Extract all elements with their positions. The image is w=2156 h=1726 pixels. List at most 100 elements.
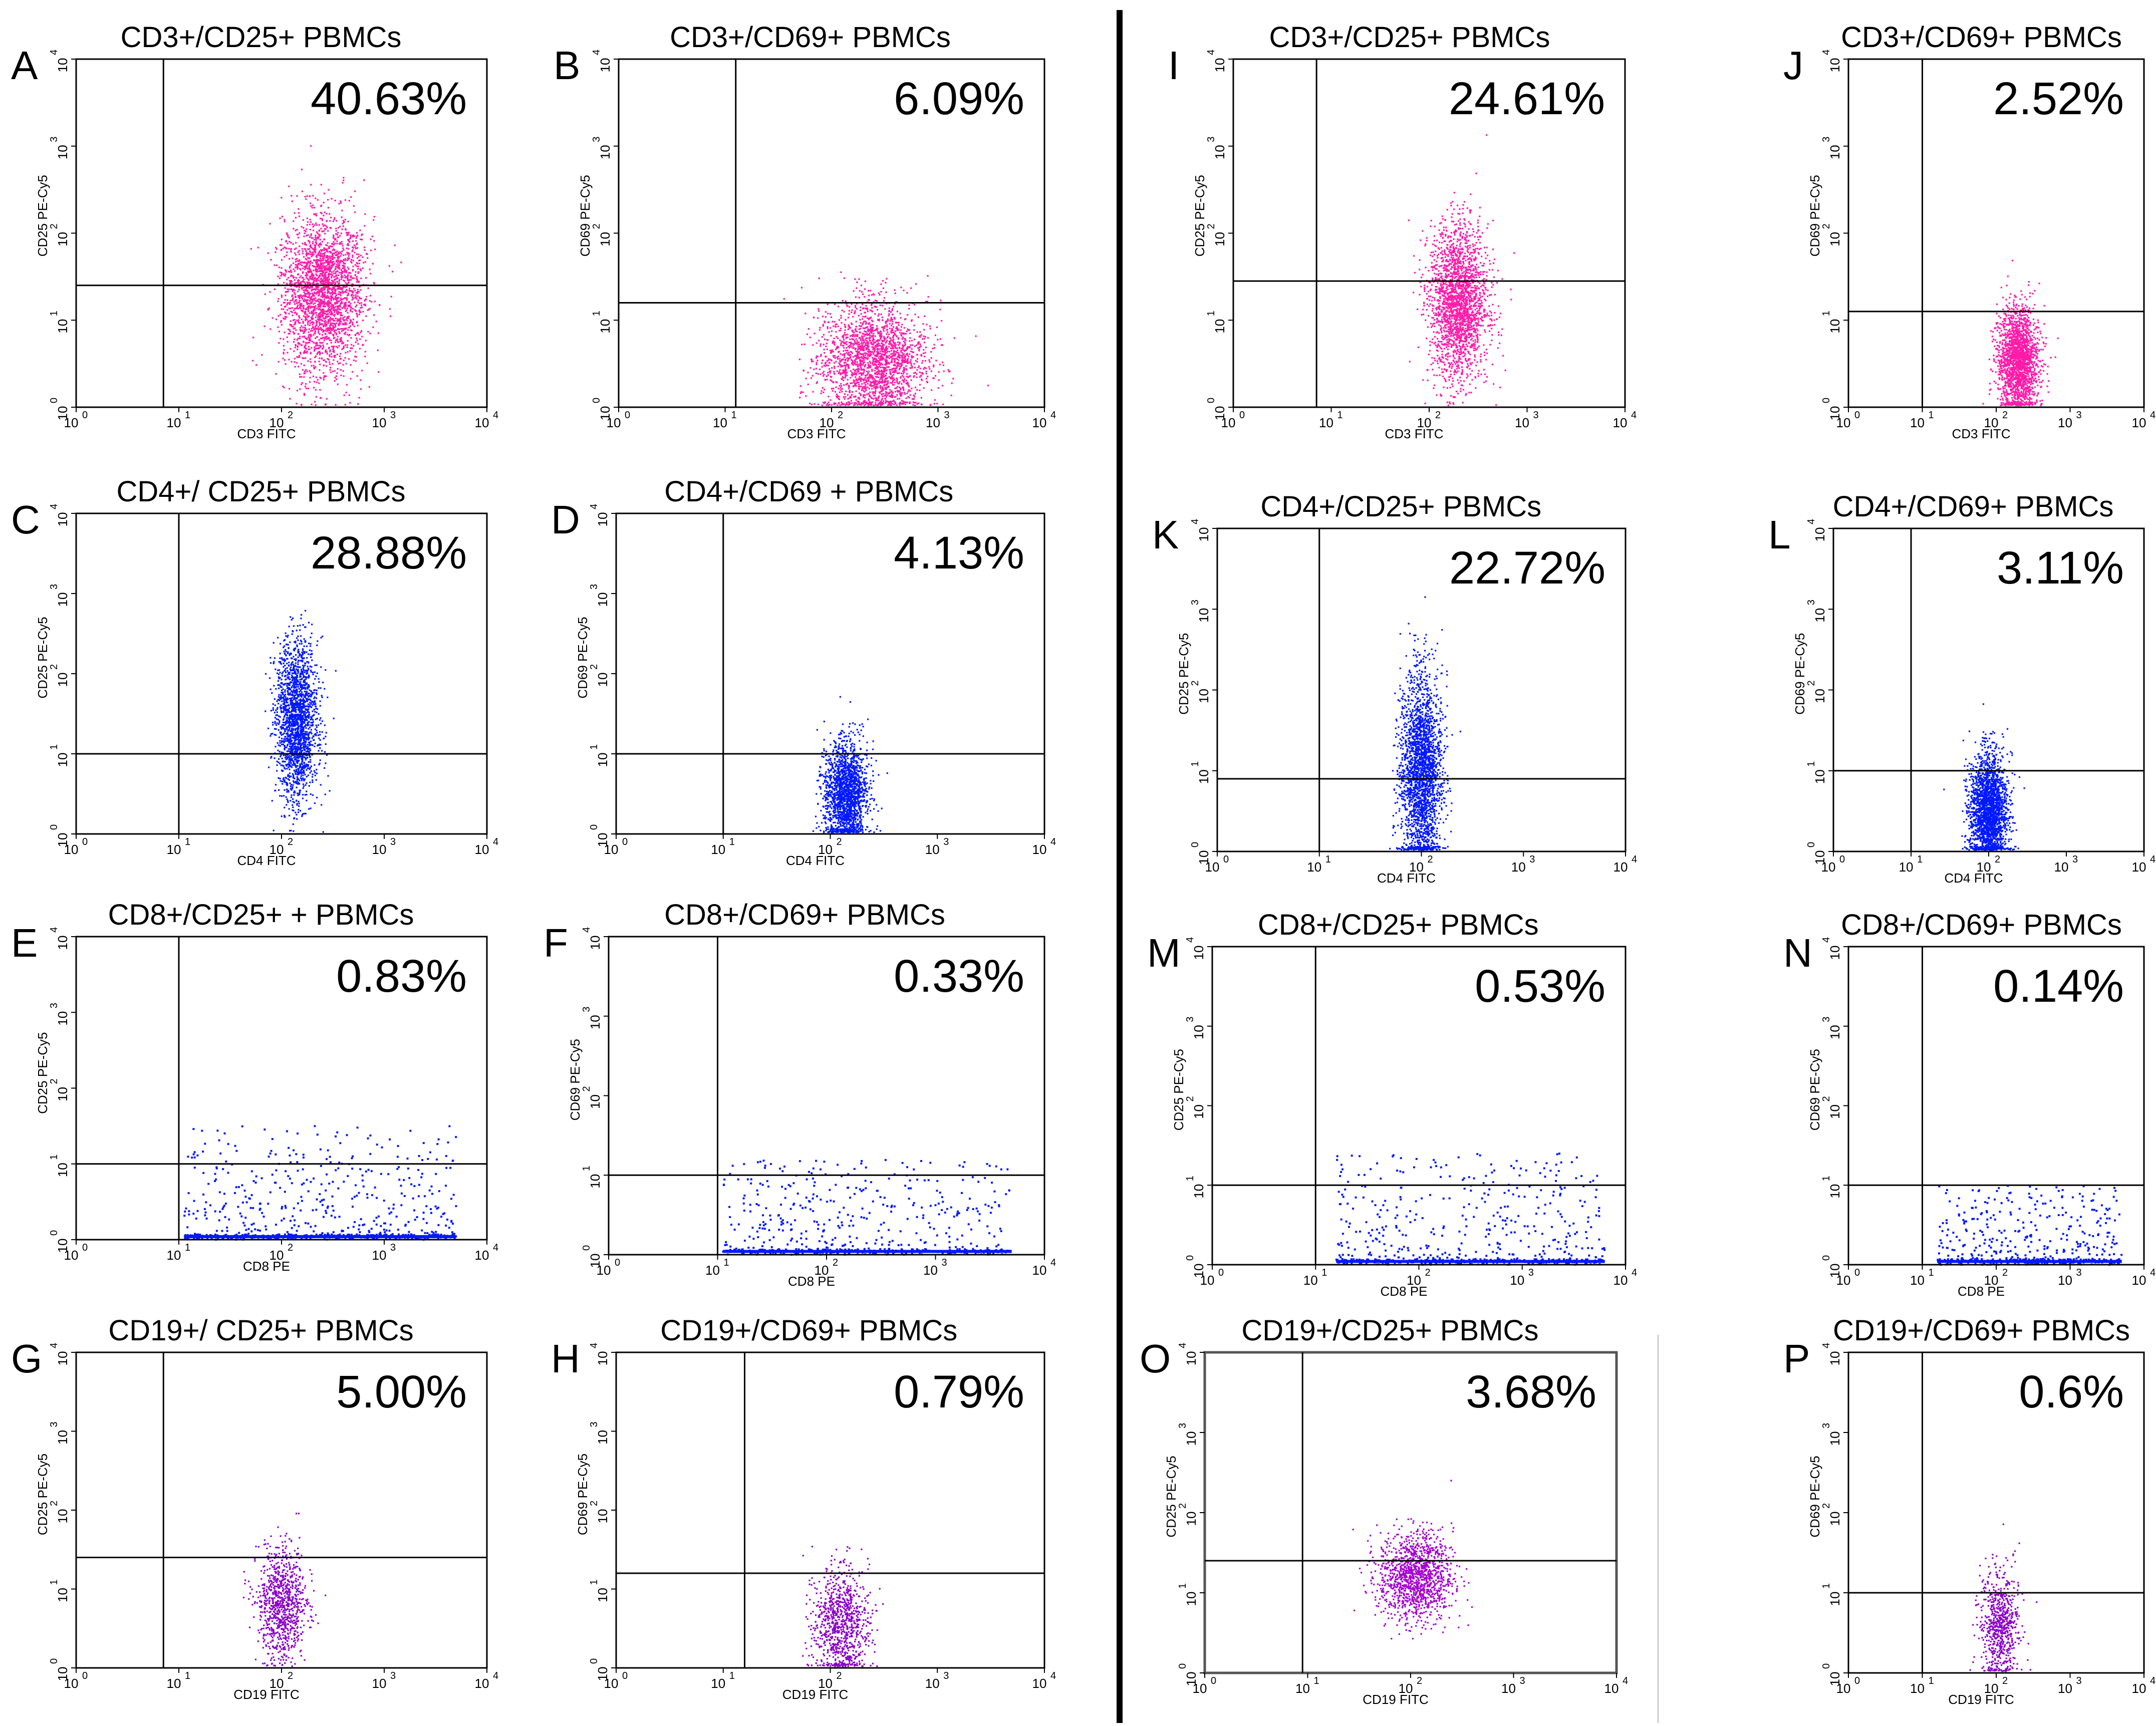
data-point bbox=[320, 287, 322, 290]
data-point bbox=[373, 314, 375, 316]
data-point bbox=[320, 260, 322, 262]
data-point bbox=[894, 293, 896, 295]
data-point bbox=[313, 387, 315, 389]
data-point bbox=[292, 291, 294, 293]
data-point bbox=[869, 309, 871, 311]
data-point bbox=[892, 371, 894, 373]
data-point bbox=[893, 377, 895, 379]
data-point bbox=[326, 265, 328, 267]
data-point bbox=[876, 300, 878, 302]
data-point bbox=[873, 330, 875, 332]
data-point bbox=[869, 365, 871, 367]
data-point bbox=[323, 295, 325, 297]
data-point bbox=[854, 329, 856, 331]
data-point bbox=[301, 404, 303, 406]
data-point bbox=[888, 310, 891, 312]
data-point bbox=[845, 390, 847, 392]
data-point bbox=[934, 399, 936, 401]
data-point bbox=[906, 331, 908, 333]
data-point bbox=[851, 351, 853, 353]
data-point bbox=[346, 285, 348, 287]
data-point bbox=[847, 363, 849, 365]
data-point bbox=[284, 256, 286, 258]
data-point bbox=[835, 331, 837, 333]
data-point bbox=[872, 398, 874, 400]
data-point bbox=[353, 247, 355, 249]
data-point bbox=[323, 294, 325, 296]
data-point bbox=[846, 347, 848, 349]
data-point bbox=[316, 263, 318, 265]
data-point bbox=[901, 332, 903, 334]
data-point bbox=[343, 346, 345, 348]
data-point bbox=[841, 401, 843, 403]
data-point bbox=[350, 347, 352, 349]
data-point bbox=[340, 321, 342, 323]
data-point bbox=[309, 324, 311, 326]
data-point bbox=[864, 397, 866, 399]
data-point bbox=[319, 352, 321, 354]
data-point bbox=[373, 281, 375, 283]
data-point bbox=[890, 353, 892, 355]
data-point bbox=[903, 392, 905, 394]
data-point bbox=[834, 357, 836, 359]
data-point bbox=[343, 333, 345, 335]
data-point bbox=[338, 300, 340, 302]
data-point bbox=[316, 279, 318, 281]
data-point bbox=[332, 253, 334, 255]
data-point bbox=[837, 366, 839, 368]
data-point bbox=[350, 272, 352, 274]
data-point bbox=[889, 371, 891, 373]
data-point bbox=[941, 361, 944, 364]
data-point bbox=[873, 395, 875, 397]
data-point bbox=[325, 316, 327, 318]
data-point bbox=[902, 336, 904, 339]
data-point bbox=[858, 365, 860, 367]
data-point bbox=[348, 272, 350, 274]
data-point bbox=[874, 364, 876, 366]
data-point bbox=[314, 361, 316, 363]
data-point bbox=[847, 336, 849, 338]
data-point bbox=[295, 344, 297, 346]
y-tick-label: 10 bbox=[55, 319, 70, 334]
data-point bbox=[906, 360, 908, 362]
data-point bbox=[309, 695, 311, 697]
data-point bbox=[804, 313, 806, 315]
data-point bbox=[861, 387, 863, 389]
data-point bbox=[892, 400, 894, 402]
data-point bbox=[332, 254, 334, 256]
data-point bbox=[864, 296, 866, 298]
data-point bbox=[882, 366, 884, 369]
data-point bbox=[338, 291, 340, 293]
data-point bbox=[909, 390, 911, 392]
data-point bbox=[873, 361, 875, 363]
data-point bbox=[850, 356, 852, 358]
data-point bbox=[326, 336, 328, 338]
data-point bbox=[843, 277, 845, 279]
data-point bbox=[296, 286, 298, 288]
data-point bbox=[895, 371, 897, 373]
data-point bbox=[354, 302, 356, 304]
data-point bbox=[323, 257, 325, 259]
data-point bbox=[323, 379, 325, 381]
data-point bbox=[306, 273, 308, 275]
data-point bbox=[329, 312, 331, 314]
data-point bbox=[896, 358, 898, 360]
data-point bbox=[374, 248, 376, 250]
data-point bbox=[324, 304, 326, 306]
data-point bbox=[294, 312, 296, 314]
data-point bbox=[835, 386, 837, 388]
data-point bbox=[880, 367, 882, 369]
data-point bbox=[332, 334, 334, 336]
data-point bbox=[378, 304, 381, 306]
data-point bbox=[900, 363, 902, 365]
data-point bbox=[939, 338, 941, 340]
data-point bbox=[824, 379, 826, 381]
data-point bbox=[304, 329, 306, 331]
data-point bbox=[909, 367, 911, 369]
data-point bbox=[872, 340, 874, 342]
data-point bbox=[909, 329, 911, 331]
data-point bbox=[903, 353, 905, 355]
data-point bbox=[865, 389, 867, 392]
data-point bbox=[843, 403, 845, 405]
data-point bbox=[883, 337, 885, 339]
